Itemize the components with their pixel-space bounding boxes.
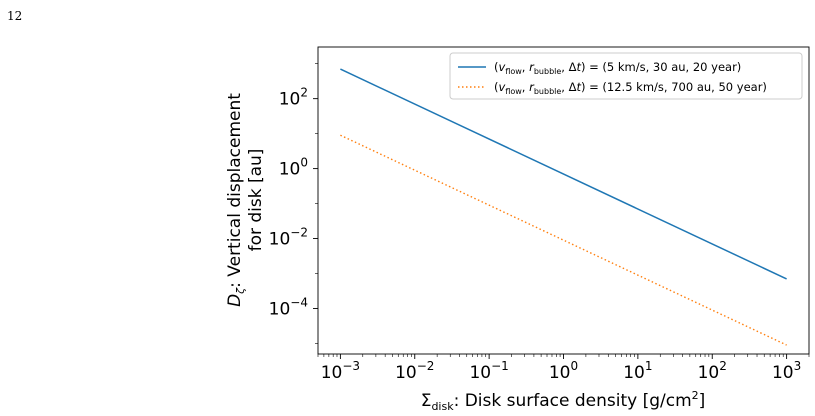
y-axis-label-line2: for disk [au] (246, 149, 266, 252)
x-tick-label: 10−1 (469, 359, 508, 383)
y-tick-label: 100 (279, 156, 308, 180)
x-tick-label: 100 (549, 359, 578, 383)
series-line-1 (340, 68, 787, 280)
legend-box (449, 52, 803, 100)
y-tick-label: 102 (279, 86, 308, 110)
x-tick-label: 102 (698, 359, 727, 383)
series-line-2 (340, 134, 787, 346)
legend-label-series-1: (vflow, rbubble, Δt) = (5 km/s, 30 au, 2… (494, 60, 741, 76)
y-axis-label-line1: Dζ: Vertical displacement (225, 93, 247, 307)
x-axis-label: Σdisk: Disk surface density [g/cm2] (421, 389, 706, 413)
x-tick-label: 103 (772, 359, 801, 383)
legend: (vflow, rbubble, Δt) = (5 km/s, 30 au, 2… (449, 52, 803, 100)
series-layer (340, 68, 787, 346)
page-number: 12 (7, 9, 23, 23)
x-tick-label: 101 (623, 359, 652, 383)
y-axis-ticks: 10−4 10−2 100 102 (269, 63, 318, 344)
x-tick-label: 10−2 (395, 359, 434, 383)
y-tick-label: 10−2 (269, 226, 308, 250)
legend-label-series-2: (vflow, rbubble, Δt) = (12.5 km/s, 700 a… (494, 80, 767, 96)
y-tick-label: 10−4 (269, 295, 308, 319)
x-axis-ticks: 10−3 10−2 10−1 100 101 102 103 (317, 354, 810, 383)
x-tick-label: 10−3 (321, 359, 360, 383)
